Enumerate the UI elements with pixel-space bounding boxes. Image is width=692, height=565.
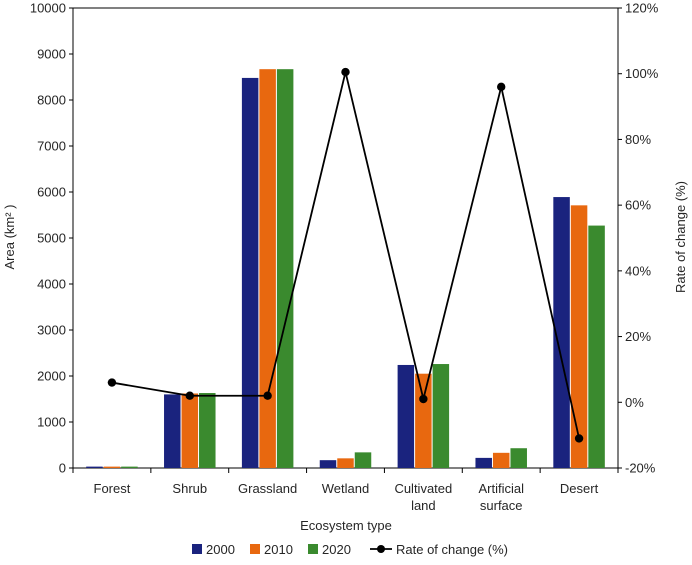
right-y-axis: -20% 0% 20% 40% 60% 80% 100% 120% (618, 1, 659, 476)
x-axis-title: Ecosystem type (300, 518, 392, 533)
bar-2010-0 (103, 466, 121, 468)
y-tick-label: 0 (59, 461, 66, 476)
bar-2020-5 (510, 448, 527, 468)
rate-point-4 (419, 394, 428, 404)
y2-tick-label: 80% (625, 132, 651, 147)
y-tick-label: 1000 (37, 415, 66, 430)
y-tick-label: 3000 (37, 323, 66, 338)
category-label: Cultivated (394, 481, 452, 496)
y-tick-label: 6000 (37, 185, 66, 200)
bar-2000-2 (241, 77, 259, 469)
y-tick-label: 5000 (37, 231, 66, 246)
plot-area (72, 7, 619, 469)
legend-label: 2000 (206, 542, 235, 557)
y2-tick-label: 40% (625, 263, 651, 278)
y-tick-label: 10000 (30, 1, 66, 16)
category-label: Desert (560, 481, 599, 496)
category-label: Forest (94, 481, 131, 496)
legend-label: Rate of change (%) (396, 542, 508, 557)
rate-point-6 (574, 434, 584, 443)
x-axis: Forest Shrub Grassland Wetland Cultivated lan… (72, 468, 619, 513)
rate-point-1 (185, 391, 194, 400)
legend-swatch-2010 (250, 544, 260, 554)
category-label: Grassland (238, 481, 297, 496)
legend-label: 2020 (322, 542, 351, 557)
rate-line-series (107, 67, 584, 443)
y-axis-title: Area (km² ) (2, 205, 17, 270)
bar-2000-3 (319, 460, 337, 468)
y2-tick-label: 20% (625, 329, 651, 344)
category-label: Wetland (322, 481, 369, 496)
plot-frame (72, 7, 619, 469)
bar-2000-4 (397, 364, 415, 468)
legend: 2000 2010 2020 Rate of change (%) (192, 542, 508, 557)
bar-2010-5 (492, 452, 510, 468)
legend-label: 2010 (264, 542, 293, 557)
left-y-axis: 0 1000 2000 3000 4000 5000 6000 7000 8000 9000 100… (30, 1, 73, 476)
rate-point-2 (263, 391, 272, 400)
bars (86, 69, 605, 469)
bar-2010-4 (415, 373, 432, 468)
rate-point-5 (497, 82, 506, 92)
rate-line (111, 71, 580, 439)
y-tick-label: 9000 (37, 47, 66, 62)
bar-2020-6 (588, 225, 605, 468)
y2-tick-label: 60% (625, 198, 651, 213)
y-tick-label: 4000 (37, 277, 66, 292)
y2-tick-label: 100% (625, 66, 659, 81)
bar-2010-2 (259, 69, 276, 469)
legend-swatch-2020 (308, 544, 318, 554)
y2-axis-title: Rate of change (%) (673, 181, 688, 293)
bar-2020-3 (354, 452, 372, 468)
bar-2020-2 (276, 69, 294, 469)
bar-2020-1 (199, 393, 216, 468)
bar-2000-6 (553, 197, 570, 468)
legend-swatch-2000 (192, 544, 202, 554)
y-tick-label: 2000 (37, 369, 66, 384)
y-tick-label: 7000 (37, 139, 66, 154)
bar-2020-4 (432, 364, 450, 468)
bar-2010-6 (570, 205, 588, 468)
y-tick-label: 8000 (37, 93, 66, 108)
y2-tick-label: 120% (625, 1, 659, 16)
y2-tick-label: 0% (625, 395, 644, 410)
category-label: land (411, 498, 436, 513)
category-label: Shrub (172, 481, 207, 496)
rate-point-0 (107, 378, 117, 387)
bar-2000-5 (475, 457, 492, 468)
bar-2000-0 (86, 466, 103, 468)
legend-line-marker (377, 545, 385, 553)
bar-2020-0 (121, 466, 138, 468)
bar-2000-1 (164, 394, 181, 468)
bar-2010-3 (337, 458, 354, 468)
bar-2010-1 (181, 393, 199, 468)
category-label: surface (480, 498, 523, 513)
rate-point-3 (341, 67, 350, 77)
y2-tick-label: -20% (625, 461, 656, 476)
category-label: Artificial (478, 481, 524, 496)
